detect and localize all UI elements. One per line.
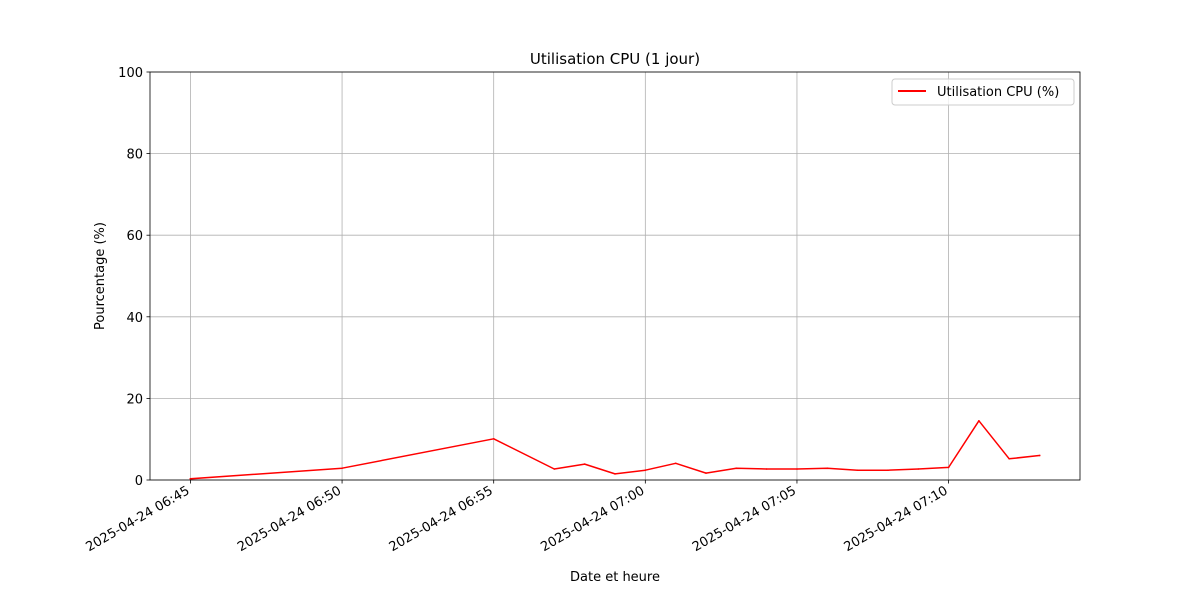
axes-frame bbox=[149, 71, 1081, 481]
data-point bbox=[796, 468, 798, 470]
grid-lines bbox=[150, 71, 1080, 481]
y-tick-label: 0 bbox=[135, 474, 143, 489]
data-point bbox=[189, 478, 192, 480]
data-point bbox=[1038, 454, 1041, 457]
data-point bbox=[917, 468, 920, 470]
series-layer bbox=[189, 420, 1041, 480]
legend-label: Utilisation CPU (%) bbox=[937, 85, 1059, 100]
chart-title: Utilisation CPU (1 jour) bbox=[530, 50, 700, 68]
data-point bbox=[674, 462, 677, 465]
x-tick-label: 2025-04-24 06:45 bbox=[83, 483, 192, 555]
x-tick-label: 2025-04-24 06:55 bbox=[387, 483, 496, 555]
data-point bbox=[735, 467, 738, 470]
y-tick-label: 80 bbox=[126, 148, 143, 163]
data-point bbox=[765, 468, 768, 470]
y-tick-label: 100 bbox=[118, 66, 143, 81]
y-tick-label: 40 bbox=[126, 311, 143, 326]
data-point bbox=[887, 469, 889, 472]
legend: Utilisation CPU (%) bbox=[891, 78, 1075, 106]
data-point bbox=[1008, 458, 1010, 460]
y-axis-label: Pourcentage (%) bbox=[93, 222, 108, 330]
x-tick-label: 2025-04-24 06:50 bbox=[235, 483, 344, 555]
data-point bbox=[614, 473, 616, 475]
data-point bbox=[856, 469, 859, 472]
y-tick-label: 60 bbox=[126, 229, 143, 244]
data-point bbox=[644, 469, 647, 472]
data-point bbox=[492, 438, 495, 440]
x-tick-label: 2025-04-24 07:05 bbox=[690, 483, 799, 555]
data-point bbox=[341, 467, 343, 470]
x-axis-ticks: 2025-04-24 06:45 2025-04-24 06:50 2025-04-… bbox=[83, 480, 951, 555]
y-axis-ticks: 0 20 40 60 80 100 bbox=[118, 66, 150, 489]
legend-frame bbox=[891, 78, 1075, 106]
x-tick-label: 2025-04-24 07:10 bbox=[842, 483, 951, 555]
data-point bbox=[978, 420, 980, 422]
x-axis-label: Date et heure bbox=[570, 570, 660, 585]
series-line-cpu-usage bbox=[189, 420, 1041, 480]
data-point bbox=[826, 467, 829, 470]
data-point bbox=[947, 466, 950, 469]
data-point bbox=[553, 468, 556, 470]
x-tick-label: 2025-04-24 07:00 bbox=[538, 483, 647, 555]
data-point bbox=[583, 463, 586, 465]
data-point bbox=[705, 472, 707, 474]
y-tick-label: 20 bbox=[126, 392, 143, 407]
